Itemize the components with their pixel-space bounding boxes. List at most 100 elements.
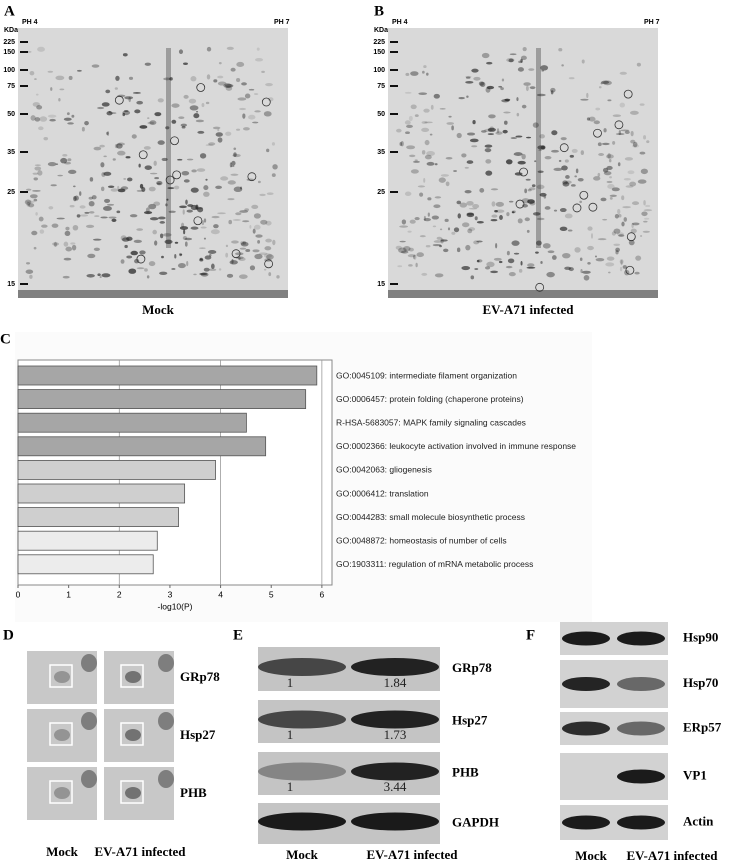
gel-spot xyxy=(564,266,572,270)
gel-spot xyxy=(26,201,31,207)
gel-spot xyxy=(568,77,575,80)
x-tick-label: 0 xyxy=(16,589,21,599)
gel-spot xyxy=(624,130,630,135)
gel-spot xyxy=(606,154,614,159)
gel-spot xyxy=(59,88,65,91)
gel-spot xyxy=(456,132,462,139)
panel-label: D xyxy=(3,627,14,643)
row-label: PHB xyxy=(180,785,207,800)
gel-spot xyxy=(631,222,640,226)
gel-spot xyxy=(148,261,156,267)
gel-spot xyxy=(468,227,476,231)
gel-spot xyxy=(619,102,626,108)
spot-circle xyxy=(114,95,124,105)
gel-spot xyxy=(236,128,241,131)
gel-spot xyxy=(235,256,244,260)
gel-spot xyxy=(38,126,44,131)
category-label: GO:0006457: protein folding (chaperone p… xyxy=(336,394,524,404)
gel-spot xyxy=(558,48,563,52)
gel-spot xyxy=(639,103,645,106)
gel-spot xyxy=(187,204,194,207)
gel-spot xyxy=(249,224,252,229)
gel-spot xyxy=(550,90,554,95)
gel-spot xyxy=(88,201,95,207)
gel-spot xyxy=(448,115,452,118)
gel-spot xyxy=(476,220,484,224)
gel-spot xyxy=(106,111,113,116)
gel-spot xyxy=(508,200,514,203)
band xyxy=(617,631,665,646)
gel-spot xyxy=(238,257,246,262)
gel-spot xyxy=(553,167,563,171)
gel-spot xyxy=(580,269,583,274)
gel-spot xyxy=(440,174,449,177)
gel-spot xyxy=(408,264,413,267)
gel-spot xyxy=(236,61,245,67)
gel-spot xyxy=(26,262,31,265)
gel-spot xyxy=(605,262,615,267)
gel-spot xyxy=(256,47,260,51)
gel-spot xyxy=(239,247,247,250)
gel-spot xyxy=(465,80,474,84)
gel-spot xyxy=(203,185,209,191)
gel-spot xyxy=(560,137,567,141)
gel-spot xyxy=(128,268,137,274)
gel-spot xyxy=(479,188,485,193)
gel-spot xyxy=(521,153,526,160)
gel-spot xyxy=(488,114,496,119)
gel-spot xyxy=(466,95,469,98)
marker-label: 100 xyxy=(3,67,15,74)
gel-spot xyxy=(266,254,274,260)
gel-spot xyxy=(186,209,193,213)
gel-spot xyxy=(574,175,578,178)
gel-spot xyxy=(230,67,236,72)
gel-spot xyxy=(466,212,475,218)
gel-spot xyxy=(138,163,141,168)
gel-spot xyxy=(613,243,621,247)
gel-spot xyxy=(408,247,414,252)
gel-spot xyxy=(640,235,643,237)
gel-spot xyxy=(253,93,259,95)
gel-spot xyxy=(615,133,625,135)
gel-spot xyxy=(419,192,424,197)
gel-spot xyxy=(29,274,33,279)
gel-spot xyxy=(624,157,634,161)
gel-spot xyxy=(73,196,77,202)
gel-spot xyxy=(179,253,183,256)
gel-spot xyxy=(233,186,243,193)
gel-spot xyxy=(227,180,236,185)
category-label: GO:0045109: intermediate filament organi… xyxy=(336,370,517,380)
gel-spot xyxy=(58,97,61,102)
gel-spot xyxy=(195,204,199,210)
gel-spot xyxy=(249,265,256,271)
gel-spot xyxy=(607,271,611,274)
gel-spot xyxy=(107,185,115,189)
gel-spot xyxy=(165,203,168,207)
gel-spot xyxy=(558,159,562,163)
gel-spot xyxy=(144,165,152,170)
gel-spot xyxy=(79,205,86,209)
gel-spot xyxy=(532,122,539,128)
gel-spot xyxy=(108,216,117,219)
gel-spot xyxy=(161,255,164,259)
gel-spot xyxy=(406,145,416,150)
panel-label: A xyxy=(4,3,15,19)
gel-spot xyxy=(164,239,173,244)
gel-spot xyxy=(520,260,523,266)
gel-spot xyxy=(195,119,204,123)
gel-spot xyxy=(144,62,151,66)
gel-spot xyxy=(227,198,235,201)
gel-spot xyxy=(43,136,49,141)
panel-label: E xyxy=(233,627,243,643)
gel-spot xyxy=(646,140,650,144)
gel-spot xyxy=(39,229,45,234)
spot-circle xyxy=(625,265,635,275)
gel-spot xyxy=(157,140,165,145)
gel-spot xyxy=(602,167,609,173)
gel-spot xyxy=(426,72,429,76)
band xyxy=(617,677,665,691)
gel-spot xyxy=(490,270,499,274)
gel-spot xyxy=(580,150,585,155)
marker-label: 75 xyxy=(377,83,385,90)
gel-spot xyxy=(526,266,536,269)
